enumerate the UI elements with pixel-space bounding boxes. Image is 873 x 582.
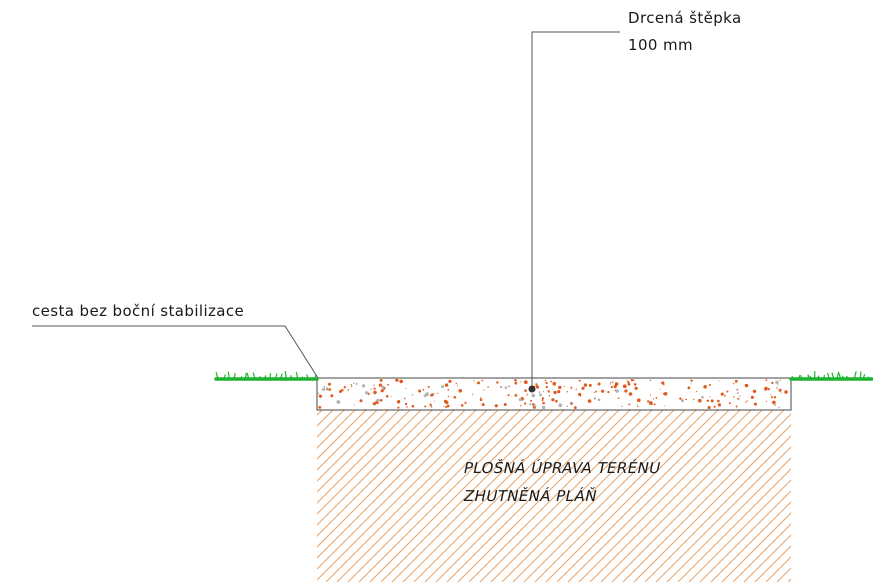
path-type-leader-line [32, 325, 319, 379]
surface-thickness-label: 100 mm [628, 36, 694, 54]
subgrade-label-line2: ZHUTNĚNÁ PLÁŇ [462, 487, 599, 505]
wood-chip-layer [316, 377, 792, 411]
grass-terrain [214, 371, 873, 381]
compacted-subgrade-hatch [317, 410, 791, 582]
surface-material-label: Drcená štěpka [628, 9, 742, 27]
surface-leader-line [531, 31, 620, 389]
wood-chip-particles [318, 379, 788, 409]
leader-dot [528, 385, 536, 393]
subgrade-label-line1: PLOŠNÁ ÚPRAVA TERÉNU [462, 459, 663, 477]
path-type-label: cesta bez boční stabilizace [32, 302, 245, 320]
